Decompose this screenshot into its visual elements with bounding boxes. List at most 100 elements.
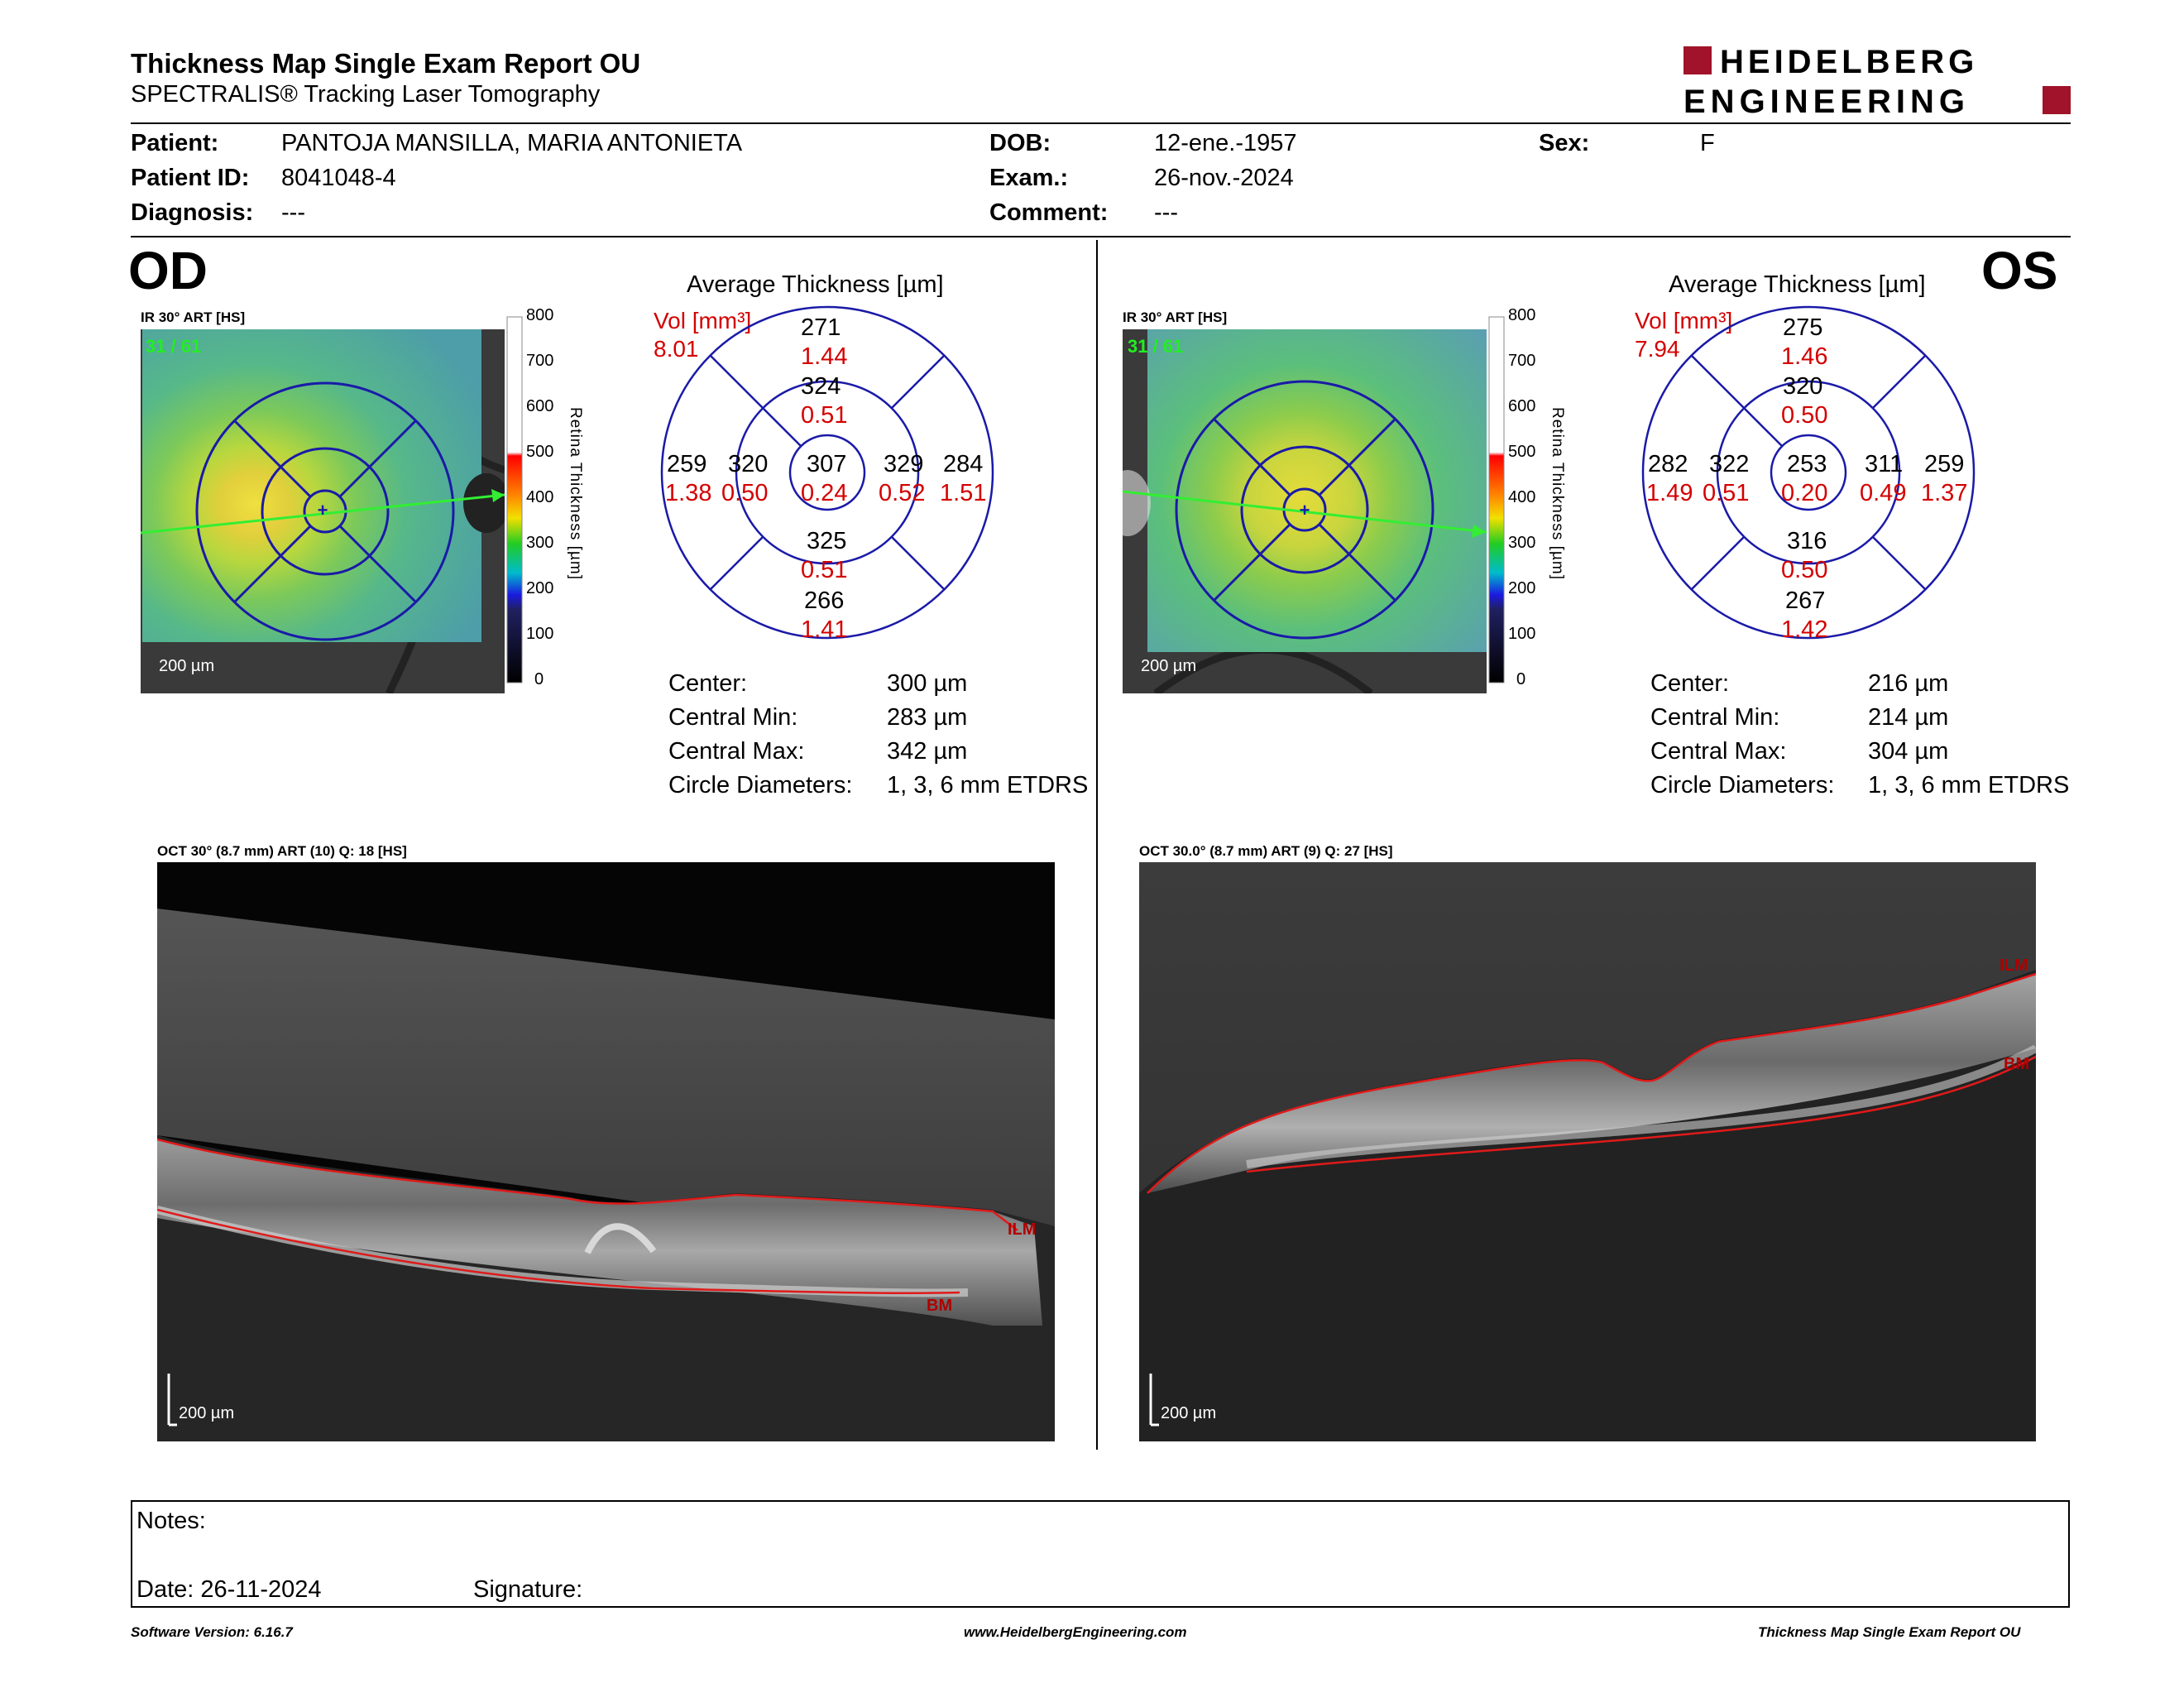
- od-circle-diameters-value: 1, 3, 6 mm ETDRS: [887, 772, 1089, 798]
- os-inner-top-volume: 0.50: [1781, 402, 1828, 429]
- exam-value: 26-nov.-2024: [1154, 165, 1294, 191]
- os-tick-400: 400: [1508, 488, 1536, 506]
- patient-name: PANTOJA MANSILLA, MARIA ANTONIETA: [281, 130, 743, 156]
- od-outer-left-volume: 1.38: [665, 480, 712, 506]
- os-tick-800: 800: [1508, 306, 1536, 324]
- os-center-volume: 0.20: [1781, 480, 1828, 506]
- os-circle-diameters-value: 1, 3, 6 mm ETDRS: [1868, 772, 2070, 798]
- os-tick-500: 500: [1508, 443, 1536, 461]
- od-inner-top-volume: 0.51: [801, 402, 848, 429]
- patient-label: Patient:: [131, 130, 219, 156]
- notes-label: Notes:: [136, 1508, 206, 1534]
- od-fundus-etdrs-grid: [195, 381, 455, 641]
- notes-box[interactable]: Notes: Date: 26-11-2024 Signature:: [131, 1500, 2070, 1608]
- od-outer-bottom-thickness: 266: [804, 587, 845, 614]
- od-oct-caption: OCT 30° (8.7 mm) ART (10) Q: 18 [HS]: [157, 843, 407, 859]
- os-tick-0: 0: [1516, 670, 1526, 688]
- od-outer-right-volume: 1.51: [940, 480, 987, 506]
- os-inner-right-thickness: 311: [1865, 451, 1904, 477]
- os-fundus-image: + 31 / 61 200 µm: [1123, 329, 1487, 693]
- signature-label: Signature:: [473, 1576, 583, 1603]
- od-inner-left-thickness: 320: [728, 451, 769, 477]
- os-central-max-value: 304 µm: [1868, 738, 1949, 765]
- os-tick-300: 300: [1508, 534, 1536, 552]
- od-tick-500: 500: [526, 443, 554, 461]
- os-outer-bottom-thickness: 267: [1785, 587, 1826, 614]
- os-circle-diameters-label: Circle Diameters:: [1650, 772, 1835, 798]
- footer-software-version: Software Version: 6.16.7: [131, 1624, 293, 1640]
- od-tick-600: 600: [526, 397, 554, 415]
- od-fundus-count: 31 / 61: [146, 336, 202, 357]
- sex-value: F: [1700, 130, 1715, 156]
- od-outer-bottom-volume: 1.41: [801, 616, 848, 643]
- date-label: Date: 26-11-2024: [136, 1576, 322, 1603]
- od-vol-label: Vol [mm³]: [654, 308, 752, 333]
- od-colorbar-ticks: 800 700 600 500 400 300 200 100 0: [526, 306, 559, 688]
- od-circle-diameters-label: Circle Diameters:: [668, 772, 853, 798]
- header-divider: [131, 122, 2071, 124]
- logo-line2: ENGINEERING: [1684, 84, 1970, 117]
- os-inner-right-volume: 0.49: [1860, 480, 1907, 506]
- od-etdrs-chart: [660, 305, 994, 640]
- os-central-min-value: 214 µm: [1868, 704, 1949, 731]
- os-colorbar-axis-label: Retina Thickness [µm]: [1549, 407, 1566, 580]
- os-vol-value: 7.94: [1635, 336, 1680, 362]
- od-inner-bottom-volume: 0.51: [801, 557, 848, 583]
- os-bm-label: BM: [2004, 1055, 2030, 1073]
- os-oct-scan: ILM BM 200 µm: [1139, 862, 2036, 1441]
- logo-line1: HEIDELBERG: [1720, 44, 1978, 80]
- od-outer-top-volume: 1.44: [801, 343, 848, 370]
- os-inner-top-thickness: 320: [1783, 373, 1823, 400]
- exam-label: Exam.:: [989, 165, 1069, 191]
- od-tick-0: 0: [534, 670, 544, 688]
- os-oct-caption: OCT 30.0° (8.7 mm) ART (9) Q: 27 [HS]: [1139, 843, 1393, 859]
- od-tick-200: 200: [526, 579, 554, 597]
- od-colorbar-axis-label: Retina Thickness [µm]: [567, 407, 584, 580]
- od-inner-right-thickness: 329: [884, 451, 924, 477]
- os-outer-right-volume: 1.37: [1921, 480, 1968, 506]
- eye-label-od: OD: [128, 241, 208, 300]
- od-central-max-label: Central Max:: [668, 738, 805, 765]
- os-colorbar-ticks: 800 700 600 500 400 300 200 100 0: [1508, 306, 1541, 688]
- heidelberg-logo: HEIDELBERG ENGINEERING: [1684, 44, 2071, 117]
- svg-text:+: +: [318, 500, 328, 520]
- footer-website[interactable]: www.HeidelbergEngineering.com: [964, 1624, 1187, 1640]
- os-oct-scale: 200 µm: [1161, 1404, 1217, 1422]
- os-outer-bottom-volume: 1.42: [1781, 616, 1828, 643]
- os-tick-700: 700: [1508, 352, 1536, 370]
- od-tick-400: 400: [526, 488, 554, 506]
- report-subtitle: SPECTRALIS® Tracking Laser Tomography: [131, 81, 601, 108]
- od-oct-scale: 200 µm: [179, 1404, 235, 1422]
- patient-id: 8041048-4: [281, 165, 396, 191]
- od-ilm-label: ILM: [1008, 1220, 1037, 1239]
- od-central-max-value: 342 µm: [887, 738, 968, 765]
- os-inner-bottom-volume: 0.50: [1781, 557, 1828, 583]
- os-fundus-scale: 200 µm: [1141, 657, 1197, 675]
- os-fundus-count: 31 / 61: [1128, 336, 1184, 357]
- od-outer-right-thickness: 284: [943, 451, 984, 477]
- footer-report-name: Thickness Map Single Exam Report OU: [1758, 1624, 2021, 1640]
- diagnosis-label: Diagnosis:: [131, 199, 254, 226]
- od-outer-top-thickness: 271: [801, 314, 841, 341]
- svg-text:+: +: [1300, 500, 1310, 520]
- os-center-label: Center:: [1650, 670, 1730, 697]
- comment-label: Comment:: [989, 199, 1109, 226]
- od-avg-title: Average Thickness [µm]: [687, 271, 944, 298]
- od-inner-right-volume: 0.52: [879, 480, 926, 506]
- sex-label: Sex:: [1539, 130, 1590, 156]
- eye-label-os: OS: [1981, 241, 2058, 300]
- od-bm-label: BM: [927, 1297, 953, 1315]
- eye-divider: [1096, 240, 1098, 1450]
- os-tick-200: 200: [1508, 579, 1536, 597]
- od-tick-100: 100: [526, 625, 554, 643]
- od-center-volume: 0.24: [801, 480, 848, 506]
- od-tick-800: 800: [526, 306, 554, 324]
- os-central-min-label: Central Min:: [1650, 704, 1780, 731]
- os-colorbar: [1488, 316, 1505, 683]
- os-ilm-label: ILM: [2000, 957, 2028, 975]
- od-tick-700: 700: [526, 352, 554, 370]
- od-inner-left-volume: 0.50: [721, 480, 769, 506]
- os-outer-left-volume: 1.49: [1646, 480, 1693, 506]
- od-oct-scan: ILM BM 200 µm: [157, 862, 1055, 1441]
- od-center-value: 300 µm: [887, 670, 968, 697]
